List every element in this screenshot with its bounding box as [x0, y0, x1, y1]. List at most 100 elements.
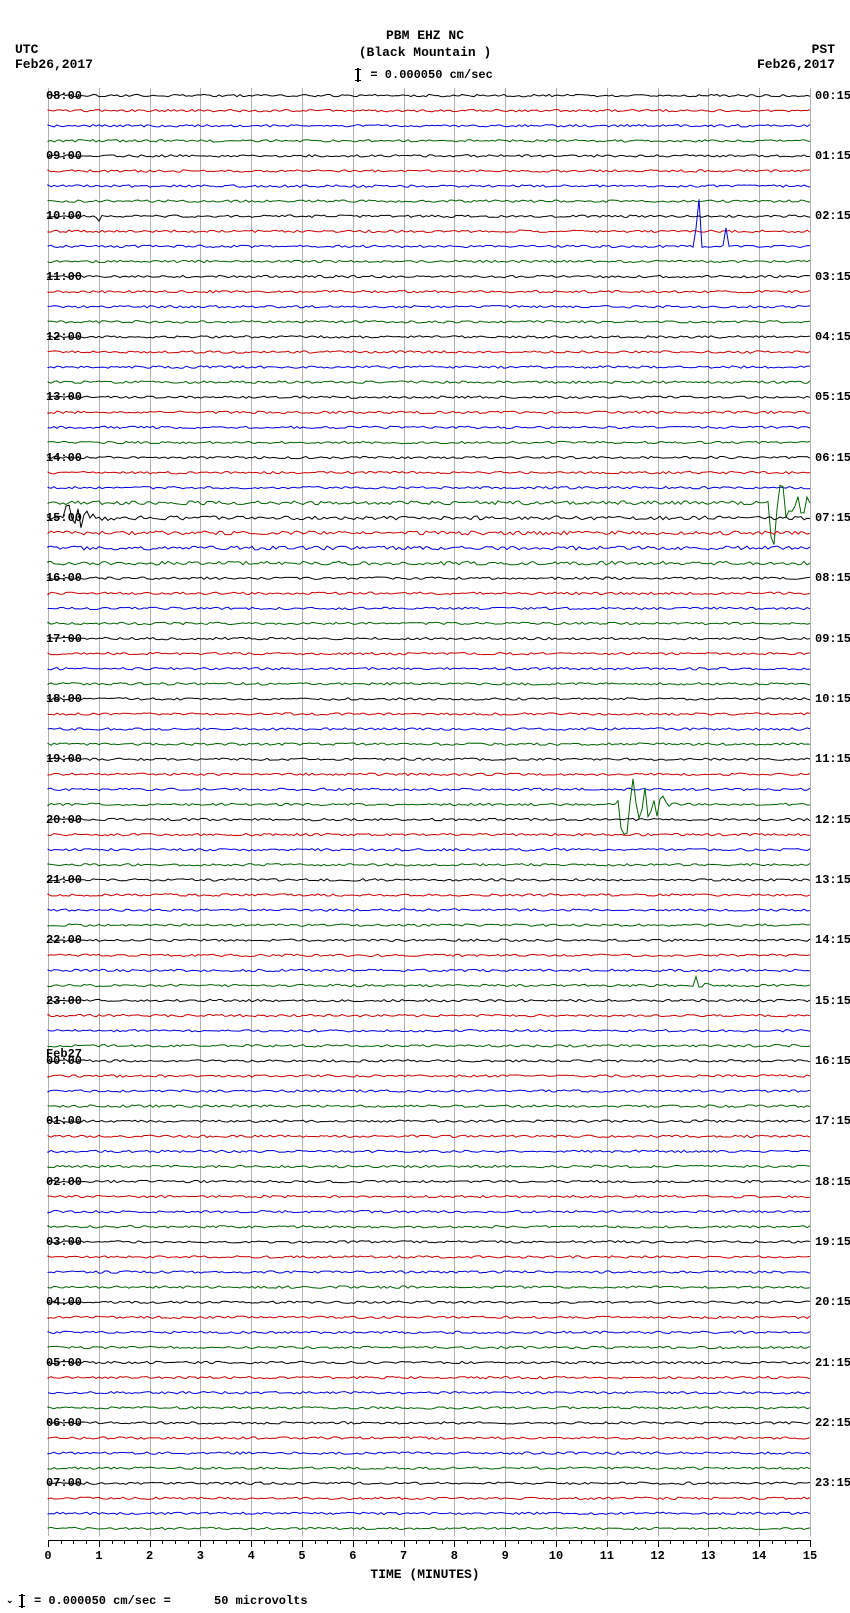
pst-hour-label: 19:15: [815, 1235, 850, 1249]
utc-tz: UTC: [15, 42, 93, 57]
pst-hour-label: 08:15: [815, 571, 850, 585]
pst-hour-label: 07:15: [815, 511, 850, 525]
trace-line: [48, 622, 810, 624]
x-tick-minor: [442, 1540, 443, 1544]
x-tick-minor: [277, 1540, 278, 1544]
x-tick-major: [251, 1540, 252, 1547]
x-tick-label: 6: [349, 1549, 356, 1563]
x-tick-minor: [531, 1540, 532, 1544]
x-tick-minor: [175, 1540, 176, 1544]
trace-line: [48, 592, 810, 594]
trace-line: [48, 758, 810, 760]
x-tick-major: [810, 1540, 811, 1547]
footer-microvolts: 50 microvolts: [214, 1594, 308, 1608]
trace-line: [48, 199, 810, 247]
trace-line: [48, 155, 810, 157]
trace-line: [48, 668, 810, 670]
pst-hour-label: 12:15: [815, 813, 850, 827]
traces-svg: [48, 88, 810, 1536]
x-tick-minor: [264, 1540, 265, 1544]
trace-line: [48, 849, 810, 851]
pst-hour-label: 14:15: [815, 933, 850, 947]
x-tick-major: [454, 1540, 455, 1547]
x-tick-minor: [581, 1540, 582, 1544]
x-tick-minor: [797, 1540, 798, 1544]
trace-line: [48, 1361, 810, 1363]
trace-line: [48, 1045, 810, 1047]
pst-hour-label: 00:15: [815, 89, 850, 103]
trace-line: [48, 336, 810, 338]
trace-line: [48, 1467, 810, 1469]
x-tick-minor: [785, 1540, 786, 1544]
x-tick-minor: [734, 1540, 735, 1544]
pst-hour-label: 16:15: [815, 1054, 850, 1068]
trace-line: [48, 1301, 810, 1303]
pst-hour-label: 20:15: [815, 1295, 850, 1309]
trace-line: [48, 426, 810, 428]
pst-hour-label: 15:15: [815, 994, 850, 1008]
pst-hour-label: 21:15: [815, 1356, 850, 1370]
utc-hour-label: 12:00: [46, 330, 82, 344]
trace-line: [48, 215, 810, 221]
trace-line: [48, 110, 810, 112]
x-tick-minor: [239, 1540, 240, 1544]
utc-hour-label: 17:00: [46, 632, 82, 646]
utc-hour-label: 05:00: [46, 1356, 82, 1370]
utc-hour-label: 19:00: [46, 752, 82, 766]
trace-line: [48, 1211, 810, 1213]
trace-line: [48, 94, 810, 96]
pst-hour-label: 23:15: [815, 1476, 850, 1490]
trace-line: [48, 1497, 810, 1499]
utc-hour-label: 06:00: [46, 1416, 82, 1430]
x-tick-major: [353, 1540, 354, 1547]
trace-line: [48, 1014, 810, 1016]
grid-line: [810, 88, 811, 1536]
x-axis-title: TIME (MINUTES): [0, 1567, 850, 1582]
x-tick-minor: [543, 1540, 544, 1544]
trace-line: [48, 546, 810, 550]
trace-line: [48, 1090, 810, 1092]
trace-line: [48, 505, 810, 528]
trace-line: [48, 1452, 810, 1454]
trace-line: [48, 924, 810, 926]
pst-hour-label: 11:15: [815, 752, 850, 766]
trace-line: [48, 381, 810, 383]
trace-line: [48, 1075, 810, 1077]
pst-hour-label: 13:15: [815, 873, 850, 887]
x-tick-label: 11: [600, 1549, 614, 1563]
footer-scale-text: = 0.000050 cm/sec =: [34, 1594, 171, 1608]
x-tick-minor: [340, 1540, 341, 1544]
trace-line: [48, 1331, 810, 1333]
pst-hour-label: 04:15: [815, 330, 850, 344]
x-tick-minor: [747, 1540, 748, 1544]
trace-line: [48, 909, 810, 911]
x-tick-label: 3: [197, 1549, 204, 1563]
trace-line: [48, 1271, 810, 1273]
trace-line: [48, 969, 810, 971]
trace-line: [48, 306, 810, 308]
utc-hour-label: 14:00: [46, 451, 82, 465]
trace-line: [48, 1241, 810, 1243]
x-tick-major: [708, 1540, 709, 1547]
x-tick-minor: [289, 1540, 290, 1544]
next-day-label: Feb27: [46, 1047, 82, 1061]
x-tick-label: 8: [451, 1549, 458, 1563]
pst-hour-label: 18:15: [815, 1175, 850, 1189]
trace-line: [48, 200, 810, 202]
utc-hour-label: 10:00: [46, 209, 82, 223]
utc-hour-label: 22:00: [46, 933, 82, 947]
trace-line: [48, 788, 810, 790]
trace-line: [48, 779, 810, 834]
x-tick-label: 15: [803, 1549, 817, 1563]
x-tick-label: 2: [146, 1549, 153, 1563]
x-tick-label: 12: [650, 1549, 664, 1563]
trace-line: [48, 411, 810, 413]
utc-hour-label: 03:00: [46, 1235, 82, 1249]
x-tick-label: 0: [44, 1549, 51, 1563]
x-tick-minor: [124, 1540, 125, 1544]
x-tick-minor: [226, 1540, 227, 1544]
trace-line: [48, 1376, 810, 1378]
x-tick-minor: [73, 1540, 74, 1544]
trace-line: [48, 864, 810, 866]
x-tick-major: [404, 1540, 405, 1547]
